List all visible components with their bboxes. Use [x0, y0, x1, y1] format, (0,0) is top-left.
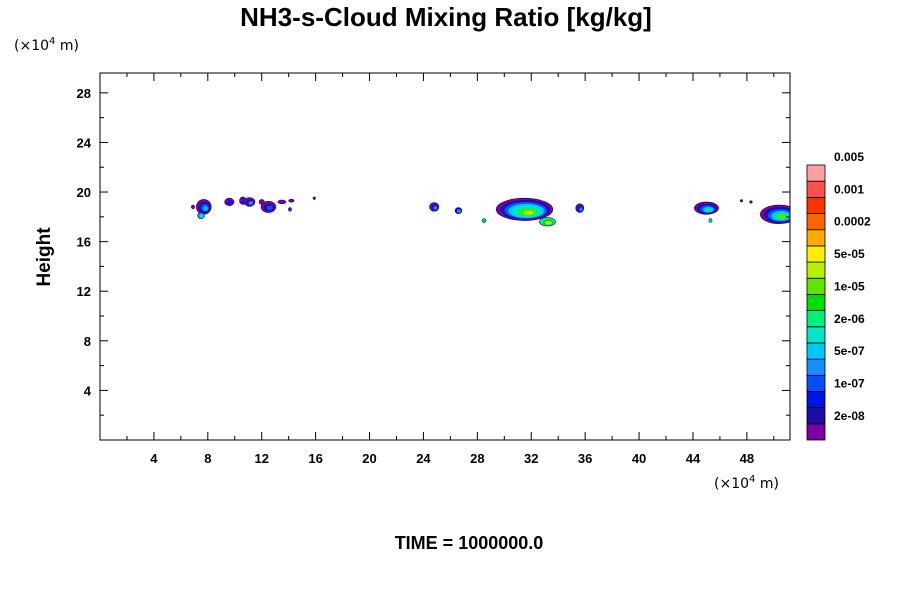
cloud-contour	[739, 199, 743, 203]
colorbar-swatch	[806, 423, 826, 441]
y-tick-label: 8	[84, 334, 91, 349]
cloud-contour	[523, 211, 534, 215]
colorbar-swatch	[806, 277, 826, 295]
colorbar-swatch	[806, 342, 826, 360]
cloud-contour	[203, 206, 208, 211]
plot-frame	[99, 72, 791, 441]
plot-area	[100, 73, 790, 440]
cloud-contour	[483, 219, 486, 223]
x-tick-label: 36	[578, 451, 592, 466]
cloud-contour	[258, 199, 265, 205]
x-axis: 4 8 12 16 20 24 28 32 36 40 44 48	[126, 73, 775, 466]
colorbar-label: 0.005	[834, 150, 864, 164]
colorbar-label: 2e-08	[834, 409, 865, 423]
cloud-contour	[778, 214, 787, 219]
colorbar-swatch	[806, 374, 826, 392]
y-tick-label: 20	[77, 185, 91, 200]
colorbar-swatch	[806, 261, 826, 279]
x-tick-label: 32	[524, 451, 538, 466]
cloud-field	[191, 196, 790, 227]
y-unit-label: (×104 m)	[14, 36, 79, 54]
y-tick-label: 16	[77, 235, 91, 250]
colorbar-swatch	[806, 407, 826, 425]
cloud-contour	[705, 208, 712, 212]
y-axis-label: Height	[34, 227, 55, 287]
colorbar-swatch	[806, 180, 826, 198]
colorbar-swatch	[806, 326, 826, 344]
y-tick-label: 24	[77, 135, 92, 150]
cloud-patches	[191, 196, 790, 227]
y-tick-label: 12	[77, 284, 91, 299]
cloud-contour	[579, 207, 583, 211]
cloud-contour	[266, 205, 273, 211]
colorbar-swatch	[806, 310, 826, 328]
x-tick-label: 48	[740, 451, 754, 466]
y-axis: 4 8 12 16 20 24 28	[77, 86, 790, 416]
x-tick-label: 20	[362, 451, 376, 466]
y-tick-label: 28	[77, 86, 91, 101]
cloud-contour	[248, 201, 254, 205]
x-tick-label: 40	[632, 451, 646, 466]
colorbar-swatch	[806, 294, 826, 311]
x-tick-label: 28	[470, 451, 484, 466]
colorbar-swatch	[806, 213, 826, 231]
colorbar-label: 5e-07	[834, 344, 865, 358]
colorbar-label: 1e-05	[834, 279, 865, 293]
cloud-contour	[199, 214, 204, 218]
colorbar-swatch	[806, 164, 826, 182]
chart-title: NH3-s-Cloud Mixing Ratio [kg/kg]	[240, 2, 652, 32]
x-unit-label: (×104 m)	[714, 474, 779, 492]
colorbar-label: 5e-05	[834, 247, 865, 261]
colorbar-swatch	[806, 229, 826, 247]
colorbar-swatch	[806, 391, 826, 409]
cloud-contour	[277, 199, 287, 205]
colorbar-label: 0.001	[834, 182, 864, 196]
colorbar-swatch	[806, 245, 826, 263]
colorbar: 2e-08 1e-07 5e-07 2e-06 1e-05 5e-05 0.0002 0.00…	[806, 150, 871, 441]
cloud-contour	[191, 204, 195, 210]
x-tick-label: 44	[686, 451, 701, 466]
time-label: TIME = 1000000.0	[395, 533, 544, 553]
cloud-contour	[545, 220, 552, 225]
colorbar-label: 2e-06	[834, 312, 865, 326]
cloud-contour	[457, 209, 462, 213]
cloud-contour	[289, 208, 292, 212]
cloud-contour	[227, 200, 233, 205]
cloud-contour	[312, 196, 316, 200]
x-tick-label: 12	[254, 451, 268, 466]
colorbar-label: 0.0002	[834, 215, 871, 229]
y-tick-label: 4	[84, 383, 92, 398]
colorbar-swatch	[806, 358, 826, 376]
x-tick-label: 8	[204, 451, 211, 466]
cloud-contour	[708, 218, 713, 223]
colorbar-label: 1e-07	[834, 376, 865, 390]
x-tick-label: 4	[150, 451, 158, 466]
cloud-contour	[288, 198, 295, 203]
x-tick-label: 16	[308, 451, 322, 466]
cloud-contour	[433, 206, 438, 210]
colorbar-swatch	[806, 196, 826, 214]
x-tick-label: 24	[416, 451, 431, 466]
cloud-contour	[749, 200, 753, 204]
